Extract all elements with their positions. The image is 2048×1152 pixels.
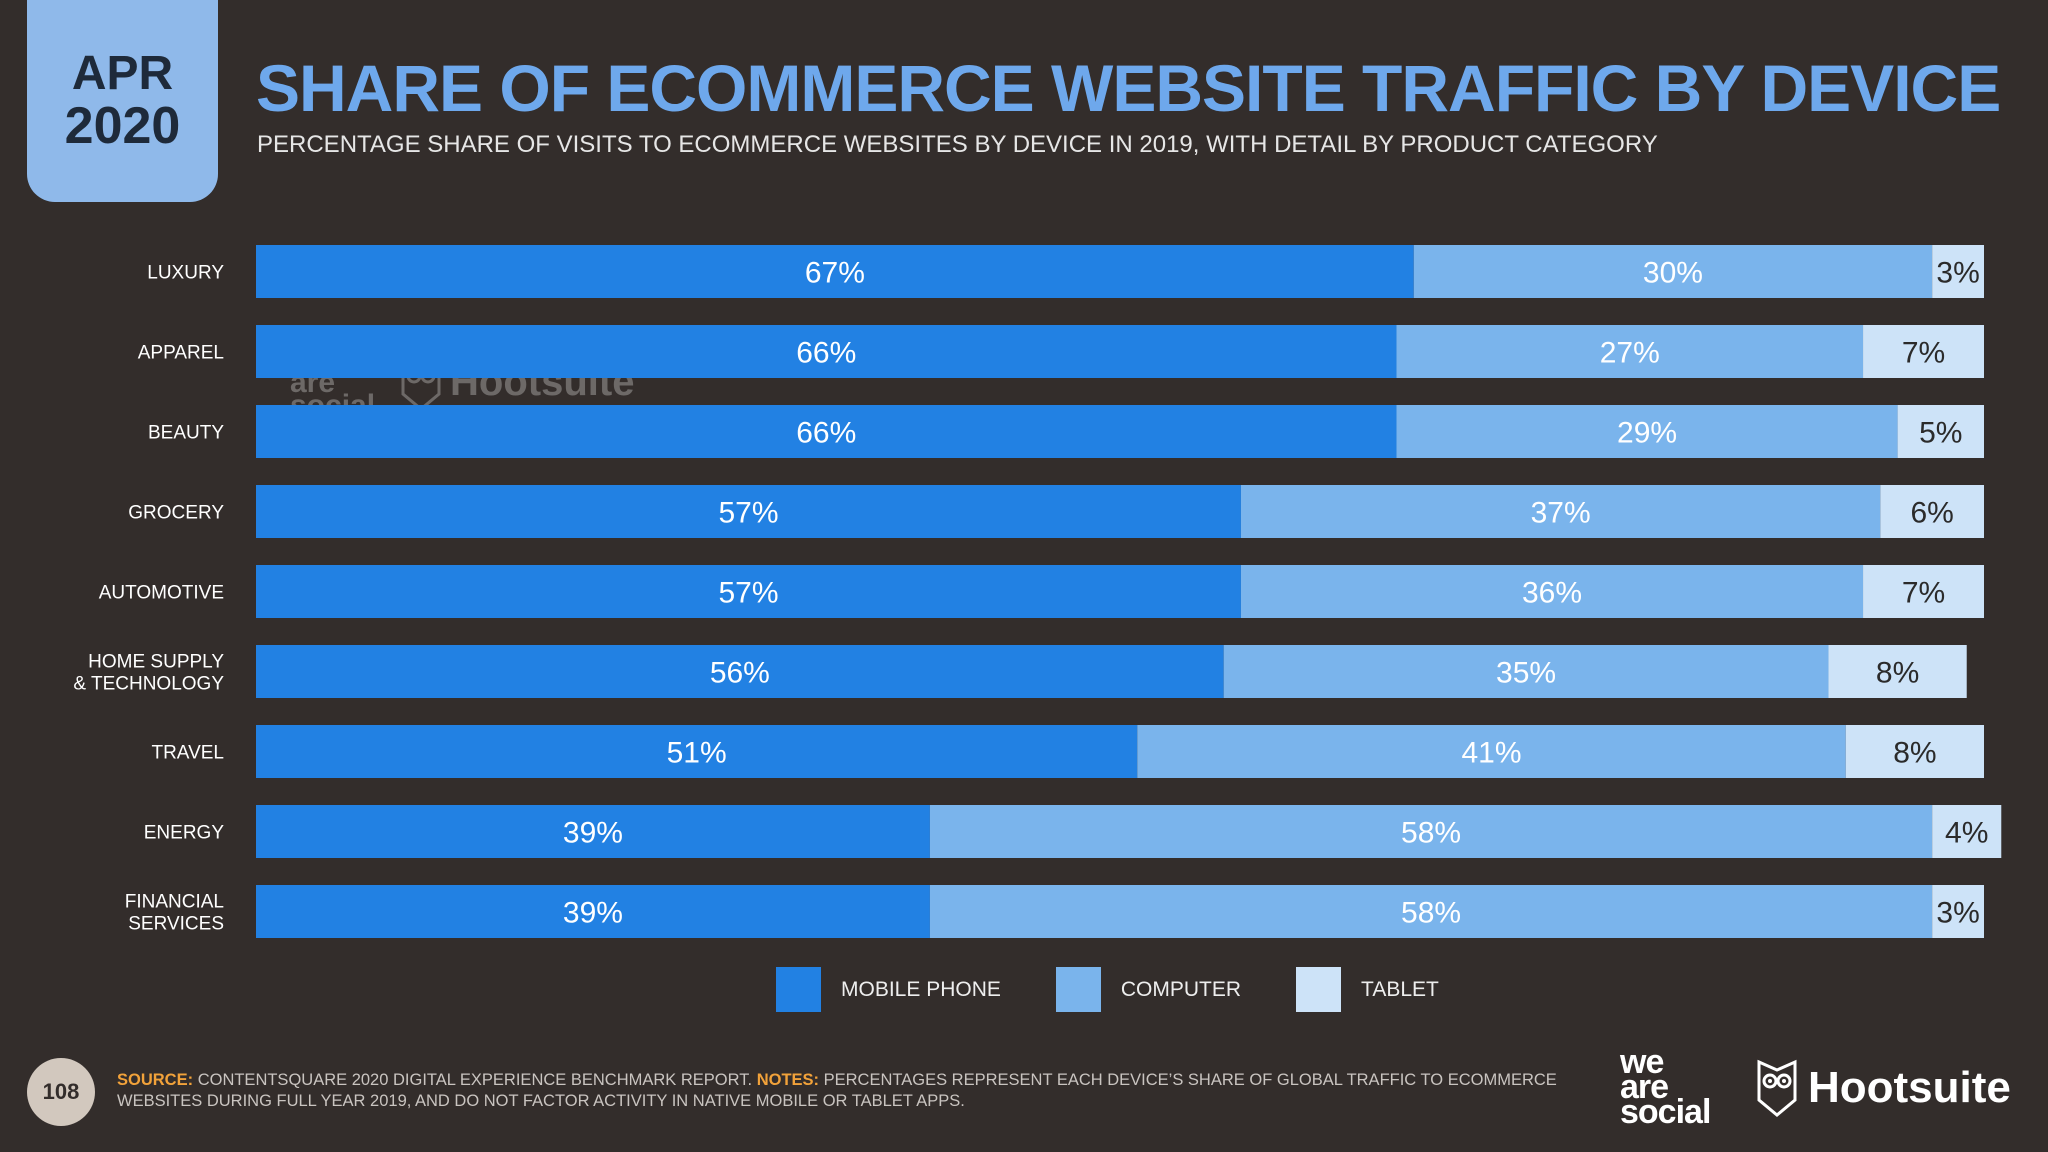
data-label-computer-beauty: 29% <box>1617 417 1677 450</box>
page-title: SHARE OF ECOMMERCE WEBSITE TRAFFIC BY DE… <box>256 51 2001 125</box>
footnote: SOURCE: CONTENTSQUARE 2020 DIGITAL EXPER… <box>117 1070 1597 1112</box>
bar-mobile-phone-home-supply-technology <box>256 645 1224 698</box>
data-label-tablet-luxury: 3% <box>1936 257 1979 290</box>
bar-tablet-financial-services <box>1932 885 1984 938</box>
bar-computer-travel <box>1137 725 1846 778</box>
bar-mobile-phone-financial-services <box>256 885 930 938</box>
bar-tablet-home-supply-technology <box>1828 645 1967 698</box>
logo-was-line3: social <box>1620 1093 1711 1131</box>
data-label-computer-home-supply-technology: 35% <box>1496 657 1556 690</box>
bar-computer-grocery <box>1240 485 1881 538</box>
category-label-energy: ENERGY <box>144 823 225 844</box>
logo-was-line2: are <box>1620 1068 1669 1106</box>
bar-computer-luxury <box>1413 245 1933 298</box>
data-label-computer-automotive: 36% <box>1522 577 1582 610</box>
data-label-mobile-phone-luxury: 67% <box>805 257 865 290</box>
legend-swatch-mobile-phone <box>776 967 821 1012</box>
bar-mobile-phone-automotive <box>256 565 1241 618</box>
bar-tablet-travel <box>1845 725 1984 778</box>
legend-label-tablet: TABLET <box>1361 977 1439 1001</box>
owl-icon <box>1757 1059 1797 1117</box>
data-label-tablet-beauty: 5% <box>1919 417 1962 450</box>
bar-tablet-luxury <box>1932 245 1984 298</box>
bar-tablet-beauty <box>1897 405 1984 458</box>
data-label-computer-apparel: 27% <box>1600 337 1660 370</box>
data-label-tablet-travel: 8% <box>1893 737 1936 770</box>
legend-item-computer: COMPUTER <box>1055 967 1242 1012</box>
date-badge: APR 2020 <box>27 0 218 202</box>
bar-computer-beauty <box>1396 405 1898 458</box>
category-label-automotive: AUTOMOTIVE <box>99 583 224 604</box>
bar-computer-home-supply-technology <box>1223 645 1829 698</box>
source-label: SOURCE: <box>117 1071 194 1089</box>
category-label-grocery: GROCERY <box>128 503 224 524</box>
badge-month: APR <box>71 46 174 100</box>
bar-mobile-phone-travel <box>256 725 1138 778</box>
bar-computer-apparel <box>1396 325 1864 378</box>
bar-computer-financial-services <box>929 885 1933 938</box>
legend-label-mobile-phone: MOBILE PHONE <box>841 977 1001 1001</box>
stacked-bar-chart: LUXURY 67% 30% 3% APPAREL 66% 27% 7% BEAUTY 66% 29… <box>73 245 2002 938</box>
legend-swatch-tablet <box>1296 967 1342 1012</box>
category-label-home-supply-technology: HOME SUPPLY & TECHNOLOGY <box>73 652 224 695</box>
data-label-tablet-energy: 4% <box>1945 817 1988 850</box>
notes-text: PERCENTAGES REPRESENT EACH DEVICE’S SHAR… <box>117 1071 1557 1110</box>
bar-mobile-phone-energy <box>256 805 930 858</box>
page-subtitle: PERCENTAGE SHARE OF VISITS TO ECOMMERCE … <box>257 131 1658 158</box>
data-label-mobile-phone-grocery: 57% <box>718 497 778 530</box>
data-label-mobile-phone-energy: 39% <box>563 817 623 850</box>
badge-year: 2020 <box>64 96 181 155</box>
bar-tablet-energy <box>1932 805 2002 858</box>
data-label-tablet-financial-services: 3% <box>1936 897 1979 930</box>
data-label-mobile-phone-automotive: 57% <box>718 577 778 610</box>
bar-computer-energy <box>929 805 1933 858</box>
bar-mobile-phone-grocery <box>256 485 1241 538</box>
bar-mobile-phone-apparel <box>256 325 1397 378</box>
bar-tablet-automotive <box>1863 565 1984 618</box>
bar-tablet-apparel <box>1863 325 1984 378</box>
data-label-mobile-phone-travel: 51% <box>667 737 727 770</box>
category-label-beauty: BEAUTY <box>148 423 224 444</box>
bar-mobile-phone-luxury <box>256 245 1414 298</box>
logo-was-line1: we <box>1620 1043 1664 1081</box>
data-label-computer-luxury: 30% <box>1643 257 1703 290</box>
data-label-mobile-phone-beauty: 66% <box>796 417 856 450</box>
source-text: CONTENTSQUARE 2020 DIGITAL EXPERIENCE BE… <box>197 1071 753 1089</box>
category-label-luxury: LUXURY <box>147 263 224 284</box>
notes-label: NOTES: <box>756 1071 820 1089</box>
data-label-computer-energy: 58% <box>1401 817 1461 850</box>
category-label-financial-services: FINANCIAL SERVICES <box>125 892 224 935</box>
legend-swatch-computer <box>1055 967 1101 1012</box>
data-label-mobile-phone-apparel: 66% <box>796 337 856 370</box>
hootsuite-logo: Hootsuite <box>1756 1058 2011 1118</box>
data-label-tablet-apparel: 7% <box>1902 337 1945 370</box>
we-are-social-logo: we are social <box>1620 1043 1730 1131</box>
legend-item-mobile-phone: MOBILE PHONE <box>776 967 1001 1012</box>
data-label-computer-travel: 41% <box>1461 737 1521 770</box>
bar-tablet-grocery <box>1880 485 1984 538</box>
chart-legend: MOBILE PHONE COMPUTER TABLET <box>776 967 1494 1012</box>
bar-mobile-phone-beauty <box>256 405 1397 458</box>
data-label-tablet-grocery: 6% <box>1910 497 1953 530</box>
legend-item-tablet: TABLET <box>1296 967 1439 1012</box>
category-label-apparel: APPAREL <box>138 343 224 364</box>
category-label-travel: TRAVEL <box>151 743 224 764</box>
legend-label-computer: COMPUTER <box>1120 977 1242 1001</box>
hootsuite-name: Hootsuite <box>1808 1063 2011 1112</box>
data-label-mobile-phone-home-supply-technology: 56% <box>710 657 770 690</box>
data-label-tablet-automotive: 7% <box>1902 577 1945 610</box>
data-label-tablet-home-supply-technology: 8% <box>1876 657 1919 690</box>
data-label-mobile-phone-financial-services: 39% <box>563 897 623 930</box>
bar-computer-automotive <box>1240 565 1864 618</box>
page-number: 108 <box>27 1058 95 1126</box>
data-label-computer-grocery: 37% <box>1531 497 1591 530</box>
data-label-computer-financial-services: 58% <box>1401 897 1461 930</box>
